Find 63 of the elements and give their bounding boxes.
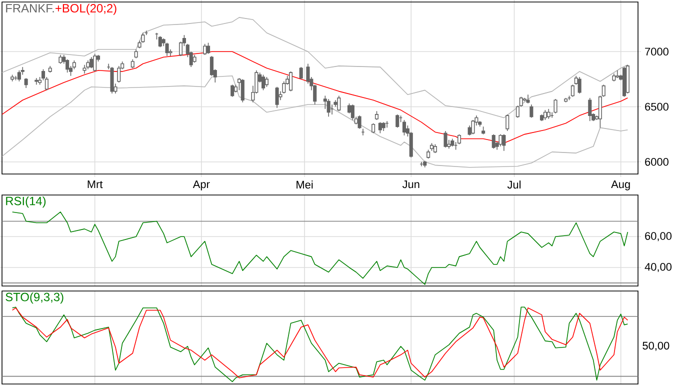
candlestick (506, 114, 510, 132)
candlestick (358, 115, 362, 130)
line-series (2, 75, 628, 168)
candlestick (550, 112, 554, 118)
series-label: RSI(14) (6, 196, 46, 208)
candlestick (110, 66, 114, 94)
chart-title: FRANKF. (6, 4, 54, 12)
candlestick (444, 130, 448, 148)
x-tick-label: Apr (192, 180, 210, 190)
x-tick-label: Mei (296, 180, 313, 189)
text: 50,00 (642, 342, 670, 351)
candlestick (492, 134, 496, 150)
line-series (2, 17, 628, 118)
candlestick (165, 42, 169, 56)
candlestick (588, 98, 592, 122)
candlestick (299, 66, 303, 80)
candlestick (378, 122, 382, 134)
candlestick (361, 128, 365, 136)
candlestick (117, 66, 121, 83)
candlestick (554, 98, 558, 114)
candlestick (546, 108, 550, 120)
candlestick (420, 161, 424, 167)
candlestick (17, 70, 21, 82)
candlestick (337, 95, 341, 112)
candlestick (396, 114, 400, 128)
line-series (12, 212, 628, 285)
y-tick-label: 40,00 (644, 262, 672, 272)
candlestick (275, 86, 279, 108)
candlestick (264, 76, 268, 88)
x-tick-label: Mrt (88, 180, 103, 188)
candlestick (262, 74, 266, 91)
candlestick (471, 120, 475, 135)
y-tick-label: 6500 (645, 102, 668, 111)
y-tick-label: 6000 (645, 158, 668, 166)
candlestick (402, 120, 406, 136)
candlestick (372, 122, 376, 134)
candlestick (350, 104, 354, 120)
candlestick (326, 98, 330, 118)
x-tick-label: Jul (507, 180, 521, 189)
candlestick (498, 134, 502, 147)
candlestick (347, 103, 352, 114)
y-tick-label: 7000 (645, 48, 668, 56)
series-label: STO(9,3,3) (6, 292, 64, 304)
candlestick (24, 78, 28, 88)
y-tick-label: 60,00 (645, 232, 672, 242)
candlestick (158, 36, 162, 48)
x-tick-label: Aug (611, 180, 630, 190)
candlestick (240, 78, 244, 103)
candlestick (66, 58, 70, 73)
candlestick (502, 134, 506, 152)
candlestick (206, 42, 210, 54)
candlestick (570, 84, 574, 98)
candlestick (93, 53, 97, 72)
candlestick (330, 104, 334, 115)
candlestick (578, 76, 582, 94)
candlestick (230, 84, 234, 98)
candlestick (289, 71, 293, 92)
candlestick (530, 104, 534, 118)
candlestick (203, 43, 207, 56)
candlestick (543, 110, 547, 120)
text: +BOL(20;2) (56, 4, 116, 15)
candlestick (90, 56, 94, 69)
x-tick-label: Jun (402, 180, 420, 188)
